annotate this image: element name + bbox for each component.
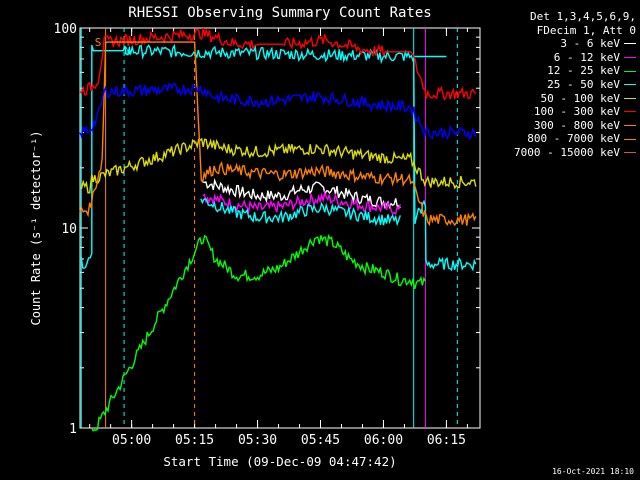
legend-label: 12 - 25 keV	[547, 64, 620, 78]
marker-s: S	[95, 36, 102, 49]
legend-swatch	[624, 111, 636, 113]
y-tick-label: 1	[69, 422, 77, 437]
y-axis-label: Count Rate (s⁻¹ detector⁻¹)	[29, 130, 43, 325]
legend-entry: 6 - 12 keV	[486, 51, 636, 65]
x-tick-label: 06:00	[364, 433, 403, 448]
legend-header-line-1: Det 1,3,4,5,6,9,	[530, 10, 636, 23]
x-tick-label: 05:30	[238, 433, 277, 448]
legend-entry: 100 - 300 keV	[486, 105, 636, 119]
legend-swatch	[624, 152, 636, 154]
plot-area: 1 10 100 05:00 05:15 05:30 05:45 06:00 06:15 S N	[54, 22, 481, 448]
chart-title: RHESSI Observing Summary Count Rates	[128, 5, 431, 21]
legend-swatch	[624, 97, 636, 99]
series-line-2	[91, 233, 427, 432]
legend-swatch	[624, 125, 636, 127]
x-axis-label: Start Time (09-Dec-09 04:47:42)	[163, 454, 396, 469]
legend-swatch	[624, 57, 636, 59]
series-line-4	[79, 137, 477, 194]
legend: Det 1,3,4,5,6,9, FDecim 1, Att 0 3 - 6 k…	[486, 10, 636, 160]
legend-label: 300 - 800 keV	[533, 118, 620, 132]
marker-n: N	[124, 45, 131, 58]
series-line-0	[202, 177, 401, 210]
legend-label: 7000 - 15000 keV	[514, 145, 620, 159]
legend-label: 25 - 50 keV	[547, 77, 620, 91]
y-tick-label: 10	[61, 222, 77, 237]
x-tick-label: 05:00	[112, 433, 151, 448]
legend-label: 50 - 100 keV	[540, 91, 620, 105]
x-tick-label: 05:45	[301, 433, 340, 448]
legend-entry: 12 - 25 keV	[486, 64, 636, 78]
timestamp: 16-Oct-2021 18:10	[552, 467, 634, 476]
legend-label: 100 - 300 keV	[533, 105, 620, 119]
legend-entry: 300 - 800 keV	[486, 119, 636, 133]
legend-label: 3 - 6 keV	[560, 37, 620, 51]
legend-swatch	[624, 70, 636, 72]
series-line-6	[79, 41, 477, 227]
series-line-5	[79, 27, 477, 101]
legend-entry: 50 - 100 keV	[486, 92, 636, 106]
legend-entry: 7000 - 15000 keV	[486, 146, 636, 160]
y-tick-label: 100	[54, 22, 77, 37]
legend-entry: 3 - 6 keV	[486, 37, 636, 51]
legend-label: 6 - 12 keV	[553, 50, 620, 64]
legend-header-line-2: FDecim 1, Att 0	[536, 23, 636, 37]
legend-swatch	[624, 84, 636, 86]
legend-entry: 25 - 50 keV	[486, 78, 636, 92]
x-tick-label: 05:15	[175, 433, 214, 448]
legend-label: 800 - 7000 keV	[527, 132, 620, 146]
legend-swatch	[624, 43, 636, 45]
series-line-3	[79, 43, 477, 272]
series-line-blue	[79, 82, 477, 141]
legend-swatch	[624, 138, 636, 140]
x-tick-label: 06:15	[427, 433, 466, 448]
legend-entry: 800 - 7000 keV	[486, 132, 636, 146]
